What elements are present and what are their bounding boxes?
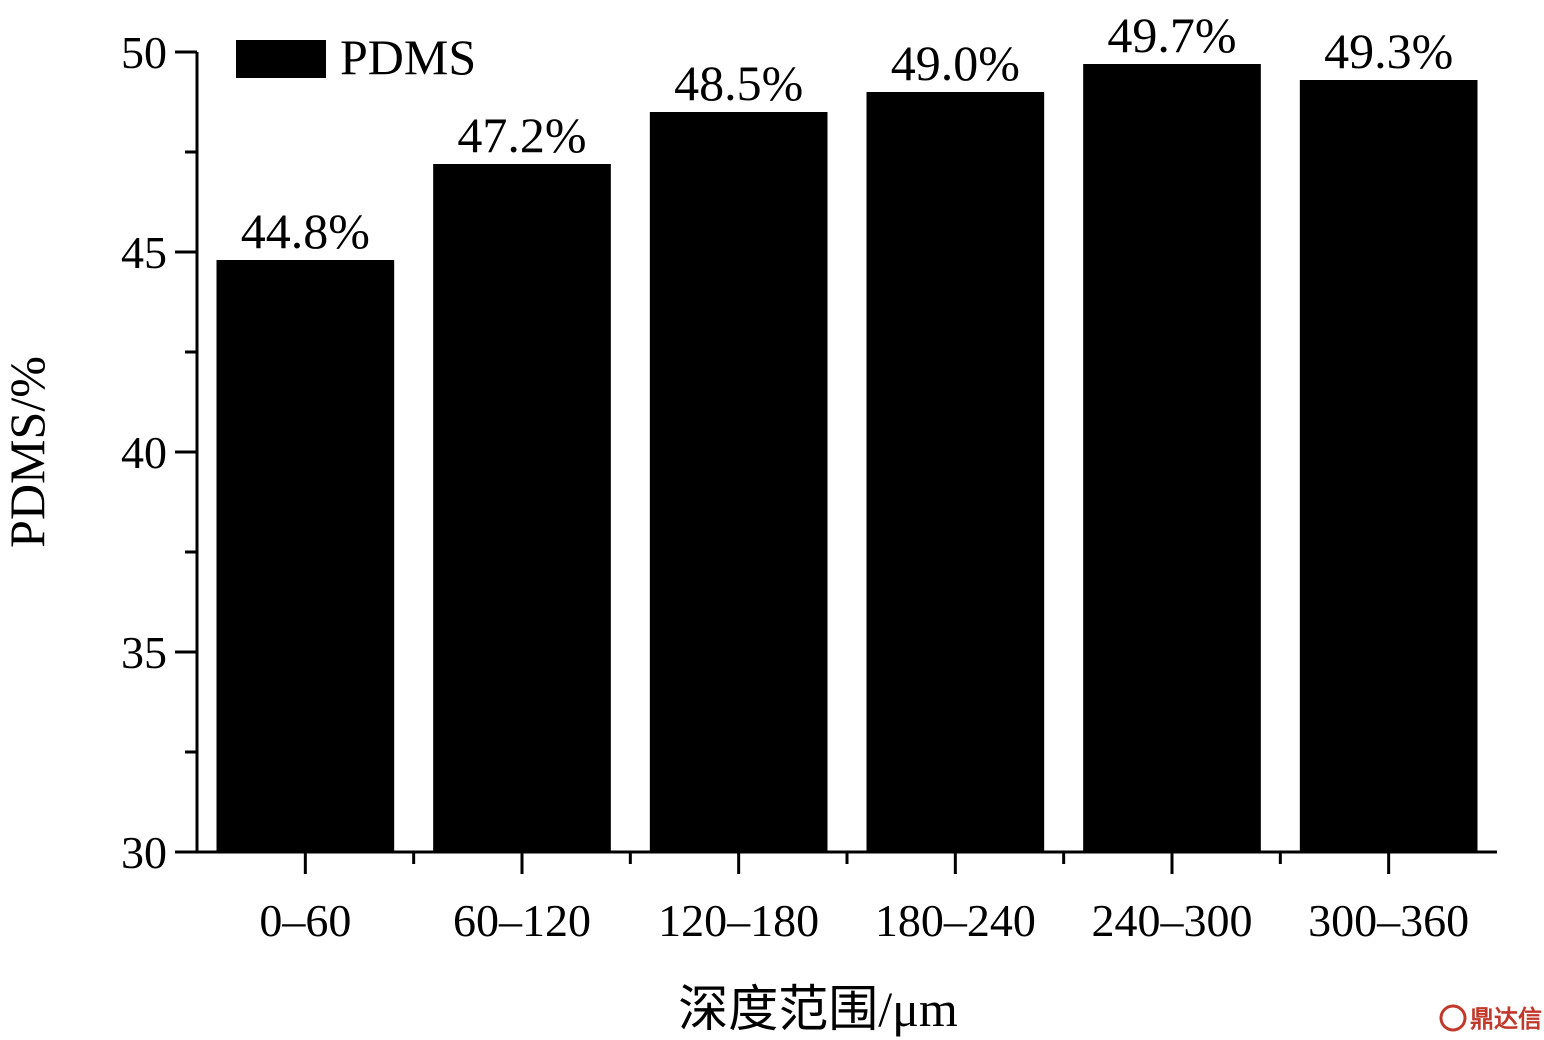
- bar-0: [216, 260, 395, 852]
- legend-swatch: [236, 40, 326, 78]
- bar-5: [1299, 80, 1478, 852]
- legend-label: PDMS: [340, 29, 476, 85]
- watermark-logo-icon: [1439, 1004, 1467, 1032]
- x-tick-label-1: 60–120: [453, 895, 591, 946]
- y-tick-label-2: 40: [121, 427, 167, 478]
- x-tick-label-4: 240–300: [1092, 895, 1253, 946]
- bars-group: [216, 64, 1478, 852]
- data-labels-group: 44.8% 47.2% 48.5% 49.0% 49.7% 49.3%: [241, 7, 1453, 259]
- data-label-3: 49.0%: [891, 35, 1020, 91]
- y-tick-label-3: 45: [121, 227, 167, 278]
- legend: PDMS: [236, 29, 476, 85]
- bar-3: [866, 92, 1045, 852]
- data-label-1: 47.2%: [457, 107, 586, 163]
- x-axis-title: 深度范围/μm: [678, 981, 958, 1037]
- x-tick-label-0: 0–60: [259, 895, 351, 946]
- y-ticks-group: 30 35 40 45 50: [121, 27, 197, 878]
- y-tick-label-1: 35: [121, 627, 167, 678]
- watermark-text: 鼎达信: [1470, 1005, 1542, 1033]
- y-tick-label-4: 50: [121, 27, 167, 78]
- data-label-2: 48.5%: [674, 55, 803, 111]
- data-label-0: 44.8%: [241, 203, 370, 259]
- bar-1: [433, 164, 611, 852]
- bar-4: [1083, 64, 1261, 852]
- x-tick-label-5: 300–360: [1308, 895, 1469, 946]
- y-tick-label-0: 30: [121, 827, 167, 878]
- x-tick-label-3: 180–240: [875, 895, 1036, 946]
- bar-2: [649, 112, 828, 852]
- data-label-4: 49.7%: [1107, 7, 1236, 63]
- x-ticks-group: 0–60 60–120 120–180 180–240 240–300 300–360: [259, 852, 1469, 946]
- x-tick-label-2: 120–180: [658, 895, 819, 946]
- y-axis-title: PDMS/%: [0, 356, 55, 548]
- data-label-5: 49.3%: [1324, 23, 1453, 79]
- watermark: 鼎达信: [1439, 1004, 1542, 1033]
